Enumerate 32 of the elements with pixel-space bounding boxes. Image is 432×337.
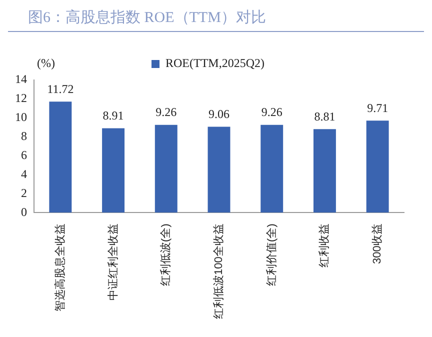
bar — [366, 120, 389, 213]
x-tick-label: 300收益 — [372, 224, 384, 264]
data-label: 9.26 — [261, 105, 282, 120]
bar — [102, 128, 125, 213]
x-tick-label: 红利低波100全收益 — [212, 224, 226, 320]
y-tick-label: 10 — [15, 110, 27, 124]
y-tick-label: 4 — [21, 166, 27, 181]
data-label: 8.91 — [102, 108, 124, 122]
y-tick-label: 8 — [21, 129, 27, 144]
y-tick-label: 2 — [21, 186, 27, 200]
x-tick-label: 中证红利全收益 — [106, 224, 120, 301]
y-tick-label: 12 — [15, 91, 27, 106]
x-tick-label: 红利价值(全) — [264, 224, 278, 286]
data-label: 8.81 — [314, 109, 336, 124]
legend-label: ROE(TTM,2025Q2) — [166, 56, 265, 70]
bar — [260, 124, 284, 213]
bar — [208, 126, 230, 213]
y-axis-title: (%) — [37, 56, 55, 70]
data-label: 9.26 — [156, 105, 177, 120]
bar — [49, 102, 72, 213]
y-tick-label: 14 — [15, 72, 27, 86]
x-tick-label: 智选高股息全收益 — [53, 224, 66, 312]
chart-title: 图6：高股息指数 ROE（TTM）对比 — [8, 8, 424, 32]
data-label: 9.71 — [367, 100, 388, 115]
x-tick-label: 红利低波(全) — [159, 224, 172, 286]
y-tick-label: 6 — [21, 148, 27, 162]
bar — [313, 129, 336, 213]
data-label: 11.72 — [47, 82, 74, 96]
y-tick-label: 0 — [21, 204, 27, 219]
bar — [154, 124, 178, 213]
data-label: 9.06 — [208, 106, 230, 121]
x-tick-label: 红利收益 — [318, 224, 331, 268]
